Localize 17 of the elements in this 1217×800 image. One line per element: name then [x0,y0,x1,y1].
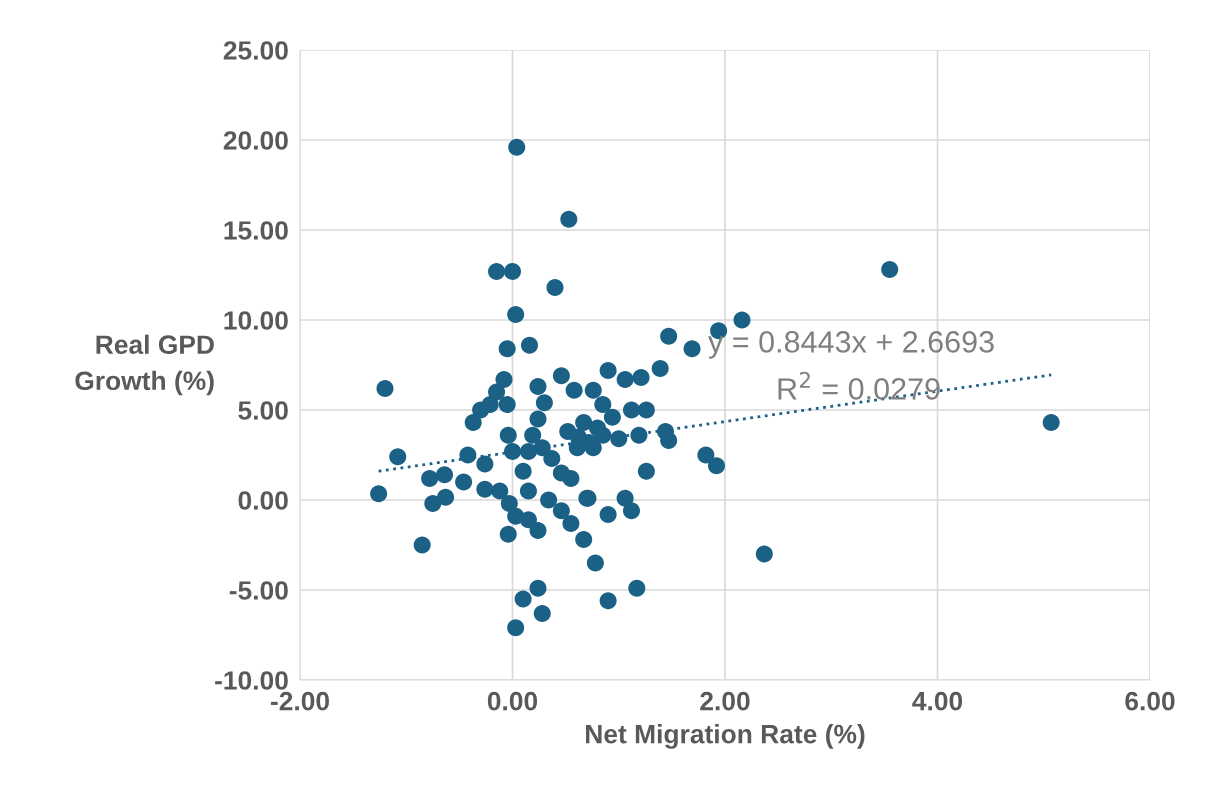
x-tick-label: 2.00 [700,691,750,711]
annotation: y = 0.8443x + 2.6693 [708,331,994,359]
y-tick-label: -5.00 [229,581,288,600]
y-tick-label: 0.00 [238,491,288,510]
x-tick-label: -2.00 [270,691,329,711]
x-tick-label: 4.00 [912,691,963,711]
y-tick-label: 5.00 [238,401,288,420]
x-tick-label: 0.00 [487,691,538,711]
x-axis-title: Net Migration Rate (%) [586,724,865,749]
y-tick-label: 25.00 [223,41,288,60]
annotation: R$^{2}$ = 0.0279 [778,371,940,400]
y-tick-label: -10.00 [215,671,288,690]
y-tick-label: 20.00 [223,131,288,150]
y-tick-label: 15.00 [224,221,288,240]
y-axis-title: Real GPD Growth (%) [75,334,214,396]
x-tick-label: 6.00 [1125,691,1175,711]
y-tick-label: 10.00 [224,311,288,330]
